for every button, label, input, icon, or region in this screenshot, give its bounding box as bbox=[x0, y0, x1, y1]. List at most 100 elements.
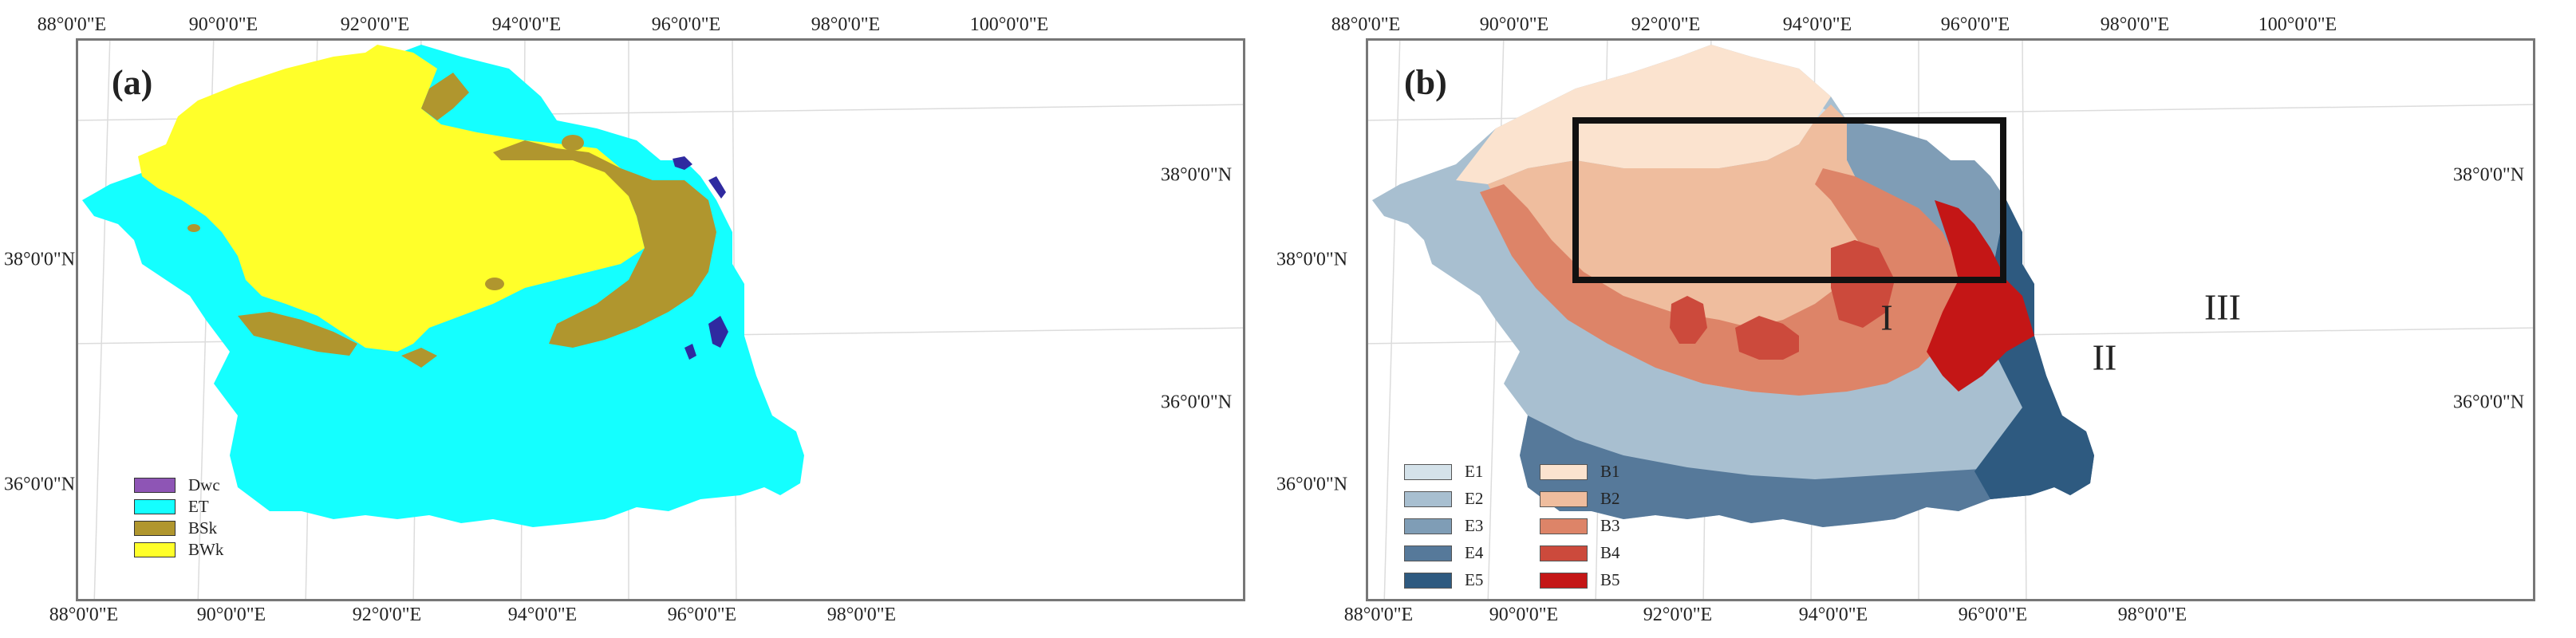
zone-e4 bbox=[1520, 415, 2094, 527]
legend-swatch bbox=[1540, 545, 1588, 561]
legend-swatch bbox=[1404, 545, 1452, 561]
legend-label: BWk bbox=[188, 540, 224, 559]
region-label-i: I bbox=[1880, 297, 1893, 338]
legend-label: B1 bbox=[1600, 462, 1620, 481]
legend-item-e2: E2 bbox=[1404, 488, 1540, 510]
legend-item-bwk: BWk bbox=[134, 539, 223, 561]
legend-swatch bbox=[1404, 490, 1452, 507]
legend-label: B5 bbox=[1600, 570, 1620, 589]
legend-item-bsk: BSk bbox=[134, 518, 223, 539]
legend-label: E2 bbox=[1465, 489, 1484, 508]
panel-b-aridity-map: 88°0'0"E 90°0'0"E 92°0'0"E 94°0'0"E 96°0… bbox=[1276, 0, 2576, 638]
panel-label-a: (a) bbox=[112, 63, 153, 102]
bottom-tick-label: 90°0'0"E bbox=[196, 605, 266, 625]
zone-b4 bbox=[1670, 240, 1895, 360]
region-label-iii: III bbox=[2204, 286, 2241, 328]
top-tick-label: 98°0'0"E bbox=[811, 14, 881, 35]
legend-label: E4 bbox=[1465, 543, 1484, 562]
legend-swatch bbox=[1404, 572, 1452, 589]
zone-bsk-patch bbox=[562, 135, 584, 151]
bottom-tick-label: 96°0'0"E bbox=[667, 605, 737, 625]
zones-map-b bbox=[1368, 41, 2533, 599]
right-tick-label: 38°0'0"N bbox=[2453, 164, 2525, 186]
top-tick-label: 92°0'0"E bbox=[340, 14, 410, 35]
bottom-tick-label: 94°0'0"E bbox=[1798, 605, 1868, 625]
top-tick-label: 88°0'0"E bbox=[37, 14, 107, 35]
panel-a-koppen-map: 88°0'0"E 90°0'0"E 92°0'0"E 94°0'0"E 96°0… bbox=[0, 0, 1245, 638]
zone-bsk-patch bbox=[187, 224, 200, 232]
legend-item-b2: B2 bbox=[1540, 488, 1675, 510]
left-tick-label: 36°0'0"N bbox=[4, 474, 76, 495]
zone-b1 bbox=[1456, 45, 1831, 184]
top-tick-label: 100°0'0"E bbox=[2258, 14, 2337, 35]
top-tick-label: 92°0'0"E bbox=[1631, 14, 1701, 35]
zone-bsk bbox=[238, 73, 716, 368]
legend-label: ET bbox=[188, 497, 209, 516]
legend-swatch bbox=[134, 499, 176, 514]
study-area-box bbox=[1572, 117, 2006, 283]
bottom-tick-label: 98°0'0"E bbox=[2117, 605, 2187, 625]
top-tick-label: 96°0'0"E bbox=[1940, 14, 2010, 35]
legend-item-e1: E1 bbox=[1404, 461, 1540, 482]
top-tick-label: 100°0'0"E bbox=[969, 14, 1049, 35]
legend-item-et: ET bbox=[134, 496, 223, 518]
zone-bwk bbox=[138, 45, 645, 352]
legend-a: Dwc ET BSk BWk bbox=[134, 475, 223, 561]
legend-swatch bbox=[134, 478, 176, 493]
legend-item-e3: E3 bbox=[1404, 515, 1540, 537]
legend-label: B4 bbox=[1600, 543, 1620, 562]
zone-b5 bbox=[1927, 200, 2034, 392]
legend-item-b5: B5 bbox=[1540, 569, 1675, 591]
bottom-tick-label: 90°0'0"E bbox=[1489, 605, 1559, 625]
top-tick-label: 98°0'0"E bbox=[2100, 14, 2170, 35]
legend-swatch bbox=[1404, 463, 1452, 480]
legend-label: E1 bbox=[1465, 462, 1484, 481]
map-frame-b bbox=[1366, 38, 2535, 601]
zone-dwc bbox=[673, 156, 728, 360]
legend-swatch bbox=[1540, 463, 1588, 480]
legend-item-dwc: Dwc bbox=[134, 475, 223, 496]
right-tick-label: 36°0'0"N bbox=[1161, 392, 1233, 413]
legend-swatch bbox=[134, 542, 176, 557]
left-tick-label: 38°0'0"N bbox=[1276, 249, 1348, 270]
legend-label: E3 bbox=[1465, 516, 1484, 535]
right-tick-label: 38°0'0"N bbox=[1161, 164, 1233, 186]
legend-item-e4: E4 bbox=[1404, 542, 1540, 564]
zone-bsk-patch bbox=[485, 278, 504, 290]
legend-item-e5: E5 bbox=[1404, 569, 1540, 591]
bottom-tick-label: 92°0'0"E bbox=[1643, 605, 1713, 625]
top-tick-label: 90°0'0"E bbox=[1479, 14, 1549, 35]
legend-item-b1: B1 bbox=[1540, 461, 1675, 482]
top-tick-label: 90°0'0"E bbox=[188, 14, 258, 35]
top-tick-label: 88°0'0"E bbox=[1331, 14, 1401, 35]
bottom-tick-label: 92°0'0"E bbox=[352, 605, 422, 625]
climate-zones-map-a bbox=[78, 41, 1243, 599]
panel-label-b: (b) bbox=[1404, 63, 1447, 102]
legend-swatch bbox=[134, 521, 176, 536]
top-tick-label: 94°0'0"E bbox=[491, 14, 562, 35]
top-tick-label: 94°0'0"E bbox=[1782, 14, 1852, 35]
map-frame-a bbox=[76, 38, 1245, 601]
legend-item-b4: B4 bbox=[1540, 542, 1675, 564]
bottom-tick-label: 98°0'0"E bbox=[826, 605, 897, 625]
region-label-ii: II bbox=[2092, 337, 2117, 378]
bottom-tick-label: 94°0'0"E bbox=[507, 605, 578, 625]
legend-label: E5 bbox=[1465, 570, 1484, 589]
legend-label: B3 bbox=[1600, 516, 1620, 535]
zone-b3 bbox=[1480, 168, 1959, 396]
legend-b: E1 B1 E2 B2 E3 B3 E4 B4 bbox=[1404, 461, 1675, 591]
legend-swatch bbox=[1540, 490, 1588, 507]
left-tick-label: 36°0'0"N bbox=[1276, 474, 1348, 495]
right-tick-label: 36°0'0"N bbox=[2453, 392, 2525, 413]
legend-swatch bbox=[1540, 518, 1588, 534]
bottom-tick-label: 88°0'0"E bbox=[49, 605, 119, 625]
left-tick-label: 38°0'0"N bbox=[4, 249, 76, 270]
bottom-tick-label: 88°0'0"E bbox=[1343, 605, 1414, 625]
legend-label: Dwc bbox=[188, 475, 220, 494]
legend-item-b3: B3 bbox=[1540, 515, 1675, 537]
legend-swatch bbox=[1540, 572, 1588, 589]
top-tick-label: 96°0'0"E bbox=[651, 14, 721, 35]
legend-swatch bbox=[1404, 518, 1452, 534]
bottom-tick-label: 96°0'0"E bbox=[1958, 605, 2028, 625]
legend-label: B2 bbox=[1600, 489, 1620, 508]
